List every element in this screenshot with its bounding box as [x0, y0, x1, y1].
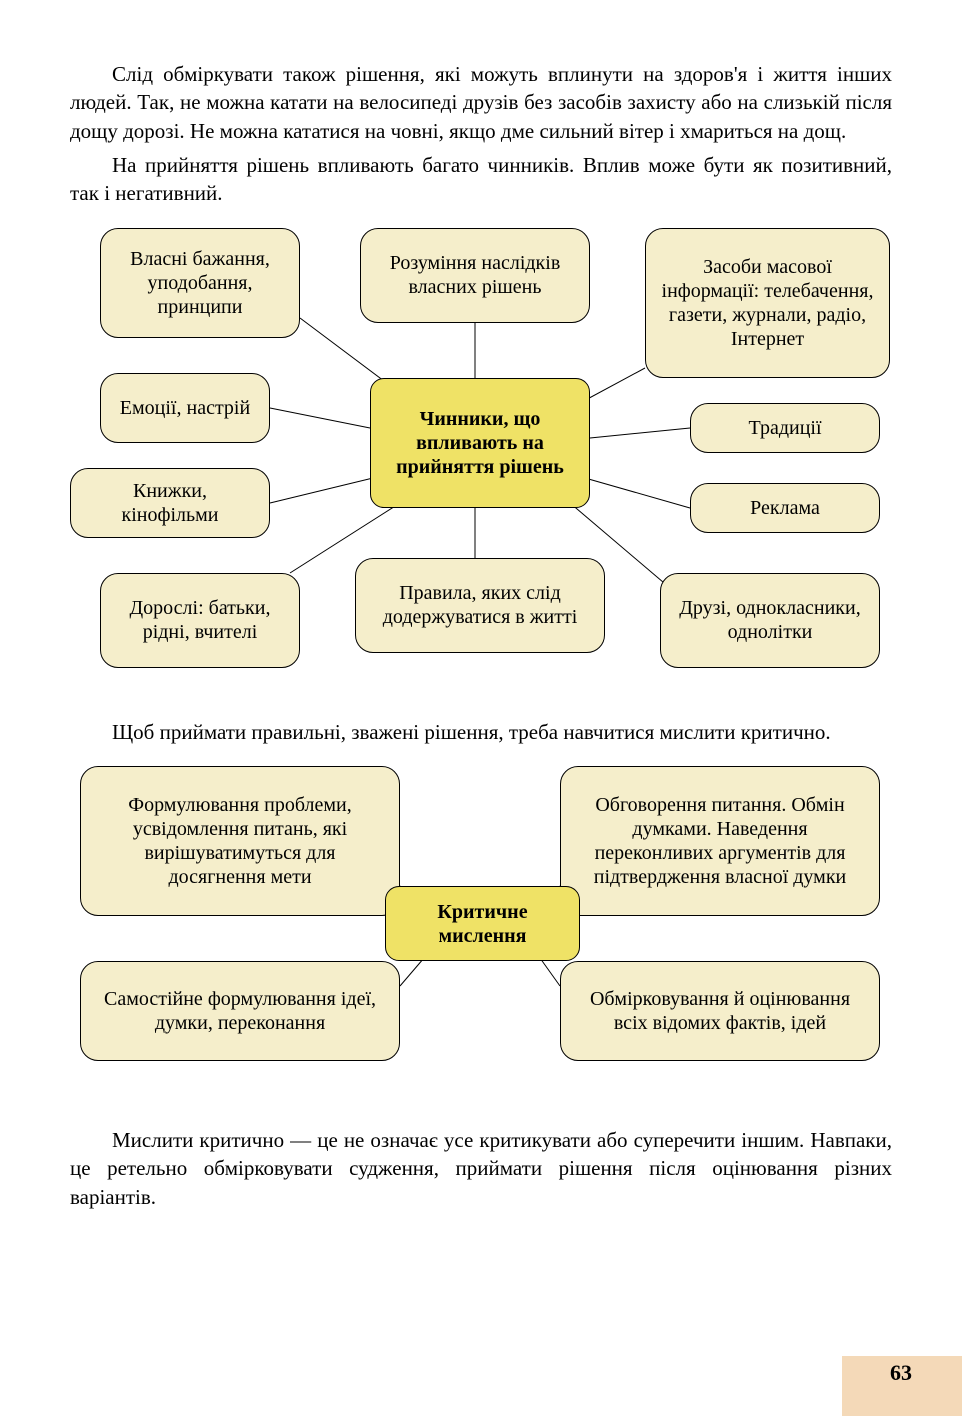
- diagram-critical-thinking: Формулювання проблеми, усвідомлення пита…: [70, 766, 892, 1096]
- diagram-node: Традиції: [690, 403, 880, 453]
- diagram-node: Емоції, настрій: [100, 373, 270, 443]
- paragraph-2: На прийняття рішень впливають багато чин…: [70, 151, 892, 208]
- diagram-node: Самостійне формулювання ідеї, думки, пер…: [80, 961, 400, 1061]
- diagram-node: Власні бажання, уподобання, принципи: [100, 228, 300, 338]
- diagram-node: Засоби масової інформації: телебачення, …: [645, 228, 890, 378]
- diagram-center-node: Критичне мислення: [385, 886, 580, 961]
- diagram-node: Реклама: [690, 483, 880, 533]
- diagram-node: Обмірковування й оцінювання всіх відомих…: [560, 961, 880, 1061]
- page-number: 63: [890, 1360, 912, 1386]
- diagram-center-node: Чинники, що впливають на прийняття рішен…: [370, 378, 590, 508]
- diagram-node: Книжки, кінофільми: [70, 468, 270, 538]
- paragraph-3: Щоб приймати правильні, зважені рішення,…: [70, 718, 892, 746]
- diagram-node: Правила, яких слід додержуватися в житті: [355, 558, 605, 653]
- diagram-node: Друзі, однокласники, однолітки: [660, 573, 880, 668]
- textbook-page: Слід обміркувати також рішення, які можу…: [0, 0, 962, 1416]
- diagram-node: Розуміння наслідків власних рішень: [360, 228, 590, 323]
- diagram-factors: Власні бажання, уподобання, принципи Розу…: [70, 228, 892, 688]
- diagram-node: Дорослі: батьки, рідні, вчителі: [100, 573, 300, 668]
- diagram-node: Формулювання проблеми, усвідомлення пита…: [80, 766, 400, 916]
- paragraph-4: Мислити критично — це не означає усе кри…: [70, 1126, 892, 1211]
- paragraph-1: Слід обміркувати також рішення, які можу…: [70, 60, 892, 145]
- diagram-node: Обговорення питання. Обмін думками. Наве…: [560, 766, 880, 916]
